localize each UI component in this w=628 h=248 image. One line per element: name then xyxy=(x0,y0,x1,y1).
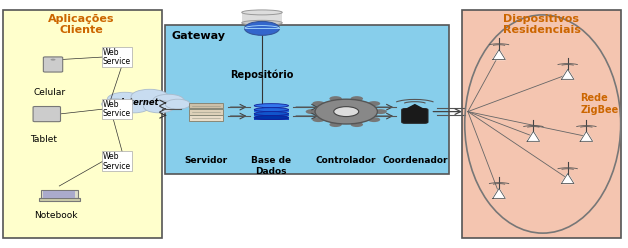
Circle shape xyxy=(102,99,129,110)
Circle shape xyxy=(165,99,190,109)
Text: Servidor: Servidor xyxy=(184,156,227,165)
FancyBboxPatch shape xyxy=(43,191,75,198)
FancyBboxPatch shape xyxy=(254,113,288,116)
Text: Coordenador: Coordenador xyxy=(382,156,448,165)
FancyBboxPatch shape xyxy=(43,57,63,72)
FancyBboxPatch shape xyxy=(254,109,288,112)
Text: Rede
ZigBee: Rede ZigBee xyxy=(580,93,619,115)
Text: Controlador: Controlador xyxy=(316,156,376,165)
Text: Web
Service: Web Service xyxy=(103,48,131,66)
Circle shape xyxy=(329,96,342,101)
Polygon shape xyxy=(527,131,539,141)
Circle shape xyxy=(315,99,377,124)
Polygon shape xyxy=(561,69,574,79)
Text: Celular: Celular xyxy=(34,88,66,97)
Polygon shape xyxy=(561,174,574,184)
Ellipse shape xyxy=(254,108,288,112)
Ellipse shape xyxy=(254,116,288,120)
Circle shape xyxy=(312,101,325,106)
FancyBboxPatch shape xyxy=(462,10,620,238)
Ellipse shape xyxy=(254,112,288,116)
FancyBboxPatch shape xyxy=(41,190,78,198)
Circle shape xyxy=(143,100,175,113)
Circle shape xyxy=(333,107,359,117)
Circle shape xyxy=(329,122,342,127)
Ellipse shape xyxy=(242,10,282,15)
Text: Web
Service: Web Service xyxy=(103,152,131,171)
FancyBboxPatch shape xyxy=(402,109,428,123)
Text: Gateway: Gateway xyxy=(171,31,225,41)
Text: Aplicações
Cliente: Aplicações Cliente xyxy=(48,14,114,35)
Circle shape xyxy=(107,92,142,106)
Circle shape xyxy=(131,89,168,104)
Circle shape xyxy=(244,21,279,35)
Polygon shape xyxy=(405,105,425,110)
FancyBboxPatch shape xyxy=(188,109,223,115)
Ellipse shape xyxy=(254,116,288,120)
Polygon shape xyxy=(493,188,506,198)
Text: Tablet: Tablet xyxy=(30,135,57,144)
Text: Repositório: Repositório xyxy=(230,69,294,80)
FancyBboxPatch shape xyxy=(39,198,80,201)
Circle shape xyxy=(312,117,325,122)
Text: Internet: Internet xyxy=(121,98,160,107)
FancyBboxPatch shape xyxy=(165,25,449,174)
FancyBboxPatch shape xyxy=(188,115,223,121)
FancyBboxPatch shape xyxy=(254,117,288,120)
Circle shape xyxy=(153,94,184,107)
Circle shape xyxy=(368,117,380,122)
Text: Web
Service: Web Service xyxy=(103,100,131,119)
Circle shape xyxy=(50,59,55,61)
Circle shape xyxy=(350,96,363,101)
Text: Notebook: Notebook xyxy=(35,211,78,220)
Text: Dispositivos
Residenciais: Dispositivos Residenciais xyxy=(502,14,580,35)
FancyBboxPatch shape xyxy=(242,12,282,23)
Circle shape xyxy=(350,122,363,127)
Polygon shape xyxy=(580,131,593,141)
Ellipse shape xyxy=(242,20,282,25)
Polygon shape xyxy=(493,50,506,60)
Circle shape xyxy=(119,100,149,113)
FancyBboxPatch shape xyxy=(188,103,223,108)
Circle shape xyxy=(374,109,387,114)
Circle shape xyxy=(368,101,380,106)
Text: Base de
Dados: Base de Dados xyxy=(251,156,291,176)
Circle shape xyxy=(306,109,318,114)
Ellipse shape xyxy=(254,104,288,108)
FancyBboxPatch shape xyxy=(3,10,162,238)
FancyBboxPatch shape xyxy=(33,107,60,122)
